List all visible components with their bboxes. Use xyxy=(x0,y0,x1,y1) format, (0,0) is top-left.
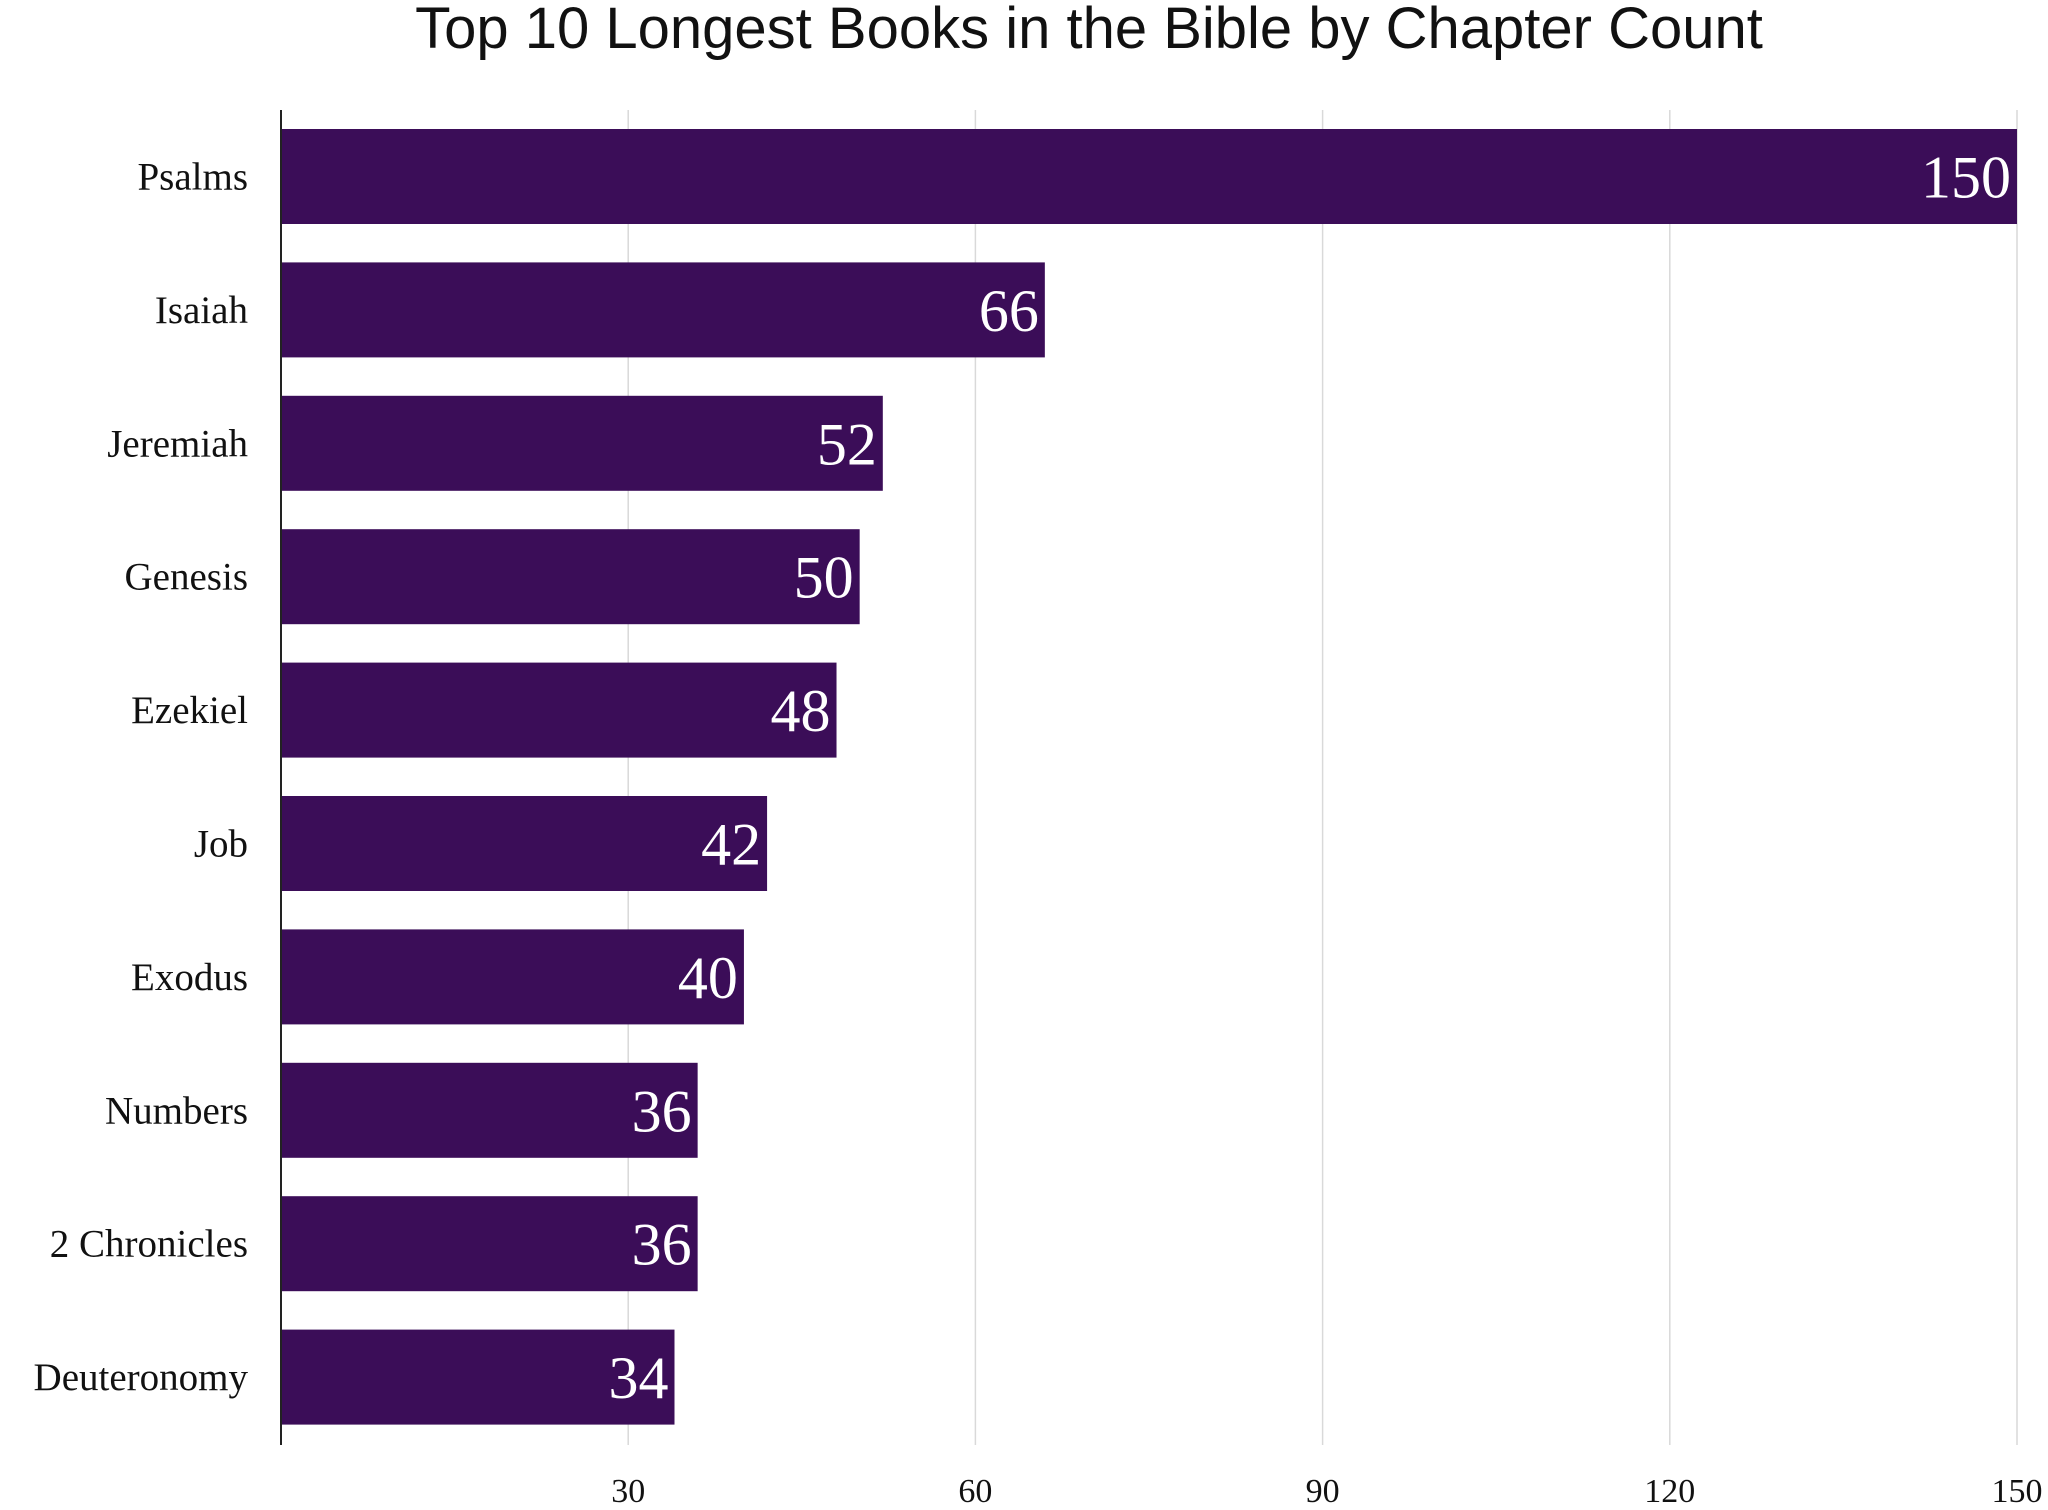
x-tick-label: 150 xyxy=(1992,1473,2043,1510)
bar-isaiah xyxy=(281,262,1045,358)
category-label: Jeremiah xyxy=(107,422,248,465)
category-label: Psalms xyxy=(137,156,248,199)
value-label: 66 xyxy=(979,278,1039,344)
value-label: 52 xyxy=(817,411,877,477)
bar-ezekiel xyxy=(281,662,837,758)
bar-2-chronicles xyxy=(281,1196,698,1292)
x-tick-label: 60 xyxy=(958,1473,992,1510)
bar-layer xyxy=(281,129,2017,1425)
category-label: Exodus xyxy=(131,956,248,999)
value-label: 36 xyxy=(632,1212,692,1278)
category-label: Deuteronomy xyxy=(34,1356,249,1399)
category-label: Genesis xyxy=(125,556,248,599)
category-label: 2 Chronicles xyxy=(50,1223,248,1266)
x-tick-label: 120 xyxy=(1644,1473,1695,1510)
bar-psalms xyxy=(281,129,2017,224)
value-label: 42 xyxy=(701,812,761,878)
label-layer: 30 60 90 120 150 Psalms 150 Isaiah 66 Jeremiah 52 G… xyxy=(34,145,2043,1510)
value-label: 48 xyxy=(771,678,831,744)
category-label: Ezekiel xyxy=(131,689,248,732)
x-tick-label: 90 xyxy=(1306,1473,1340,1510)
value-label: 36 xyxy=(632,1078,692,1144)
category-label: Job xyxy=(194,823,248,866)
category-label: Numbers xyxy=(105,1089,248,1132)
bar-jeremiah xyxy=(281,395,883,491)
x-tick-label: 30 xyxy=(611,1473,645,1510)
bar-exodus xyxy=(281,929,744,1025)
value-label: 50 xyxy=(794,545,854,611)
bar-numbers xyxy=(281,1062,698,1158)
value-label: 150 xyxy=(1921,145,2011,211)
value-label: 34 xyxy=(608,1345,668,1411)
category-label: Isaiah xyxy=(155,289,248,332)
bar-genesis xyxy=(281,529,860,625)
bar-job xyxy=(281,796,768,891)
value-label: 40 xyxy=(678,945,738,1011)
bar-deuteronomy xyxy=(281,1329,675,1425)
chart-title: Top 10 Longest Books in the Bible by Cha… xyxy=(415,0,1763,61)
